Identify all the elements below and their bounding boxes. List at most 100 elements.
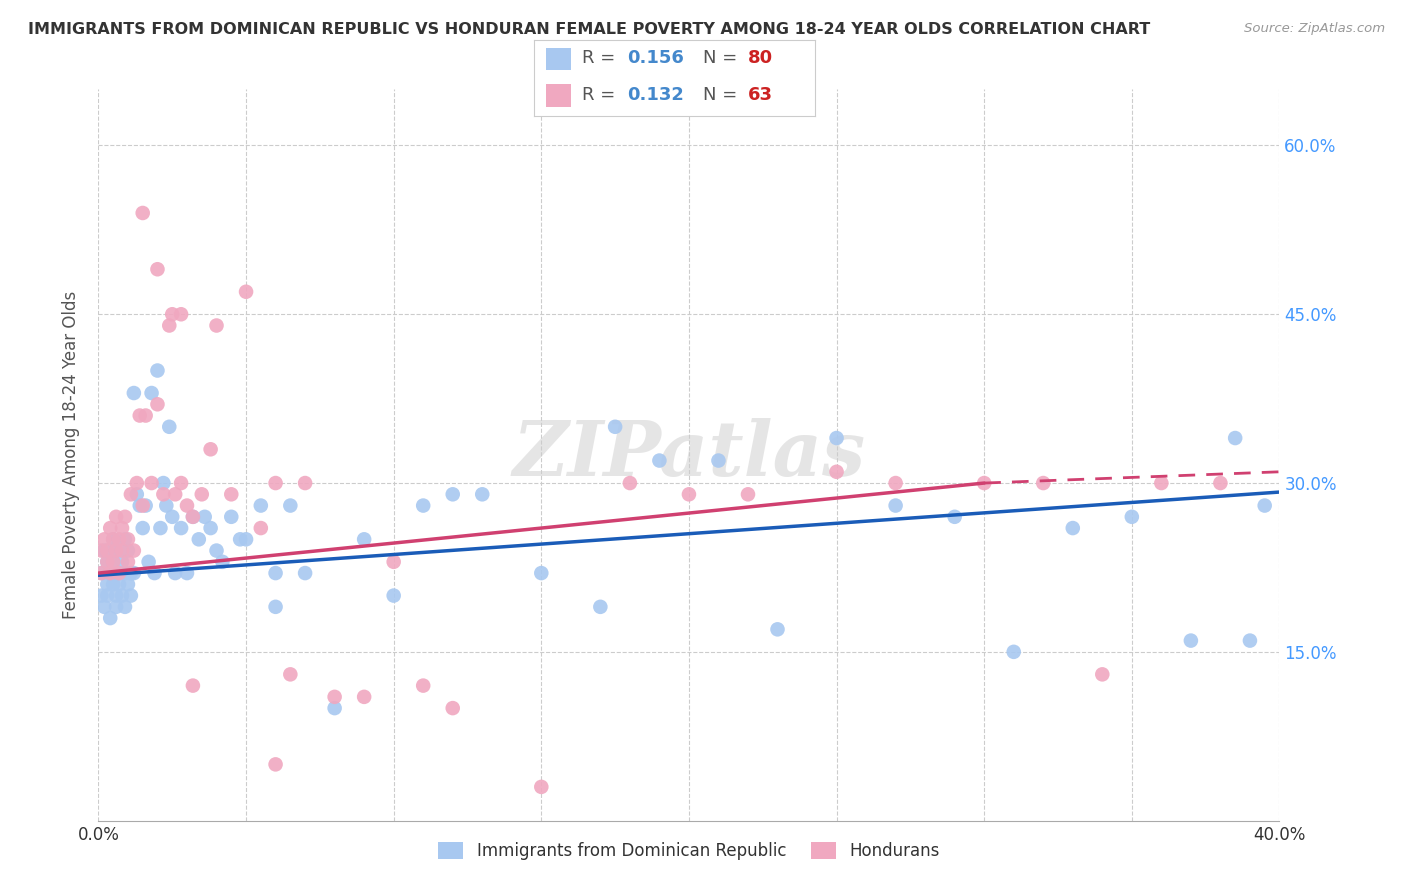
Y-axis label: Female Poverty Among 18-24 Year Olds: Female Poverty Among 18-24 Year Olds: [62, 291, 80, 619]
Point: [90, 566, 112, 580]
Point: [412, 499, 434, 513]
Text: ZIPatlas: ZIPatlas: [512, 418, 866, 491]
Point: [122, 386, 145, 401]
Point: [678, 487, 700, 501]
Point: [111, 521, 134, 535]
Text: N =: N =: [703, 49, 742, 67]
Point: [90, 589, 112, 603]
Point: [264, 599, 287, 614]
Point: [114, 599, 136, 614]
Point: [1209, 476, 1232, 491]
Point: [90, 543, 112, 558]
Point: [108, 533, 131, 547]
Point: [200, 521, 222, 535]
Point: [250, 521, 273, 535]
Text: 0.132: 0.132: [627, 86, 683, 103]
Text: R =: R =: [582, 49, 621, 67]
Point: [128, 409, 150, 423]
Point: [98, 566, 121, 580]
Point: [737, 487, 759, 501]
Point: [138, 555, 160, 569]
Point: [103, 533, 125, 547]
Point: [589, 599, 612, 614]
Point: [128, 499, 150, 513]
Point: [98, 566, 121, 580]
Point: [117, 533, 139, 547]
Point: [132, 206, 155, 220]
Point: [1121, 509, 1143, 524]
Point: [122, 566, 145, 580]
Point: [111, 555, 134, 569]
Point: [162, 509, 183, 524]
Text: 63: 63: [748, 86, 773, 103]
Point: [205, 318, 228, 333]
Point: [155, 499, 177, 513]
Point: [278, 667, 302, 681]
Point: [382, 555, 405, 569]
Point: [1239, 633, 1261, 648]
Point: [471, 487, 494, 501]
Point: [122, 543, 145, 558]
Point: [146, 397, 169, 411]
Point: [114, 509, 136, 524]
Bar: [546, 47, 571, 70]
Point: [152, 487, 174, 501]
Text: IMMIGRANTS FROM DOMINICAN REPUBLIC VS HONDURAN FEMALE POVERTY AMONG 18-24 YEAR O: IMMIGRANTS FROM DOMINICAN REPUBLIC VS HO…: [28, 22, 1150, 37]
Point: [96, 555, 118, 569]
Point: [165, 487, 187, 501]
Point: [619, 476, 641, 491]
Point: [105, 599, 128, 614]
Point: [120, 589, 142, 603]
Point: [146, 262, 169, 277]
Point: [219, 487, 242, 501]
Point: [103, 577, 125, 591]
Point: [766, 623, 789, 637]
Point: [157, 318, 180, 333]
Point: [103, 555, 125, 569]
Point: [146, 363, 169, 377]
Point: [200, 442, 222, 457]
Point: [1091, 667, 1114, 681]
Point: [605, 419, 627, 434]
Point: [162, 307, 183, 321]
Point: [187, 533, 209, 547]
Point: [412, 679, 434, 693]
Text: 80: 80: [748, 49, 773, 67]
Point: [264, 566, 287, 580]
Point: [884, 476, 907, 491]
Point: [125, 476, 148, 491]
Point: [191, 487, 214, 501]
Point: [132, 499, 155, 513]
Point: [149, 521, 172, 535]
Bar: [546, 84, 571, 107]
Point: [96, 589, 118, 603]
Point: [141, 476, 163, 491]
Point: [1223, 431, 1246, 445]
Point: [98, 611, 121, 625]
Point: [152, 476, 174, 491]
Point: [176, 499, 198, 513]
Point: [1002, 645, 1025, 659]
Point: [114, 566, 136, 580]
Point: [219, 509, 242, 524]
Legend: Immigrants from Dominican Republic, Hondurans: Immigrants from Dominican Republic, Hond…: [432, 836, 946, 867]
Point: [135, 499, 157, 513]
Point: [117, 543, 139, 558]
Point: [108, 577, 131, 591]
Point: [278, 499, 302, 513]
Point: [229, 533, 252, 547]
Point: [141, 386, 163, 401]
Point: [105, 543, 128, 558]
Point: [205, 543, 228, 558]
Text: 0.156: 0.156: [627, 49, 683, 67]
Point: [125, 487, 148, 501]
Point: [108, 566, 131, 580]
Point: [441, 487, 464, 501]
Point: [98, 521, 121, 535]
Point: [211, 555, 233, 569]
Point: [105, 589, 128, 603]
Point: [176, 566, 198, 580]
Point: [825, 465, 848, 479]
Point: [170, 476, 193, 491]
Point: [135, 409, 157, 423]
